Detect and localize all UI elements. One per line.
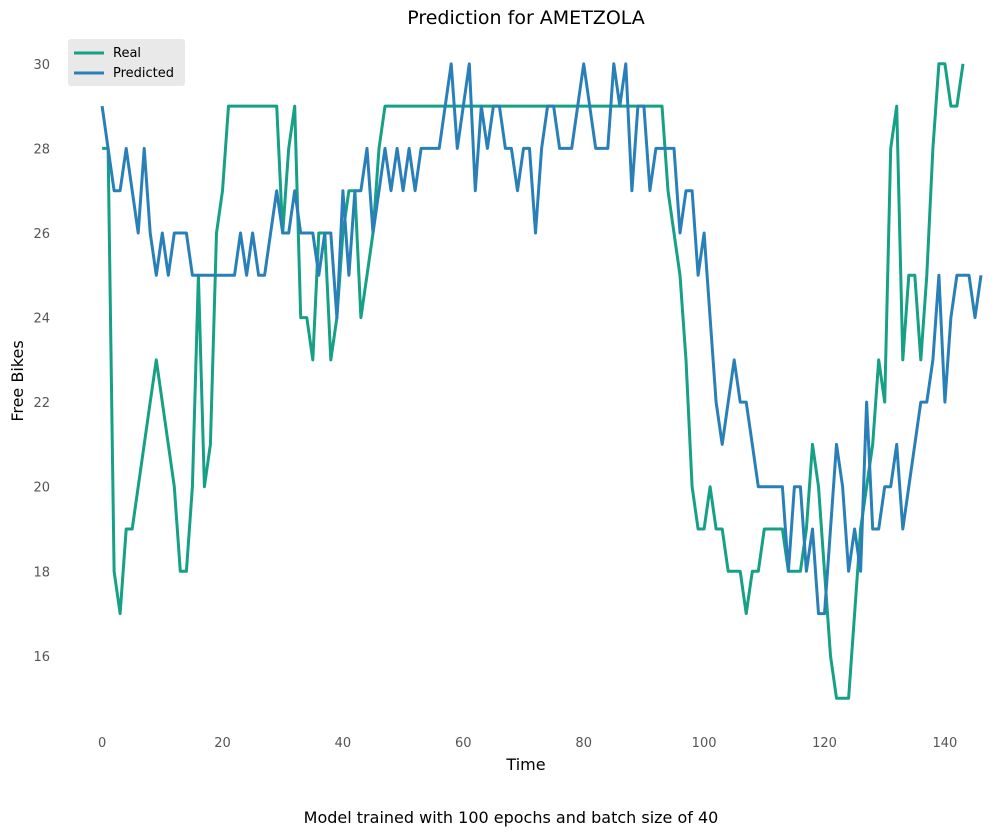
y-tick-label: 18 <box>33 565 50 580</box>
x-tick-label: 0 <box>98 736 106 751</box>
y-tick-label: 16 <box>33 650 50 665</box>
series-line-predicted <box>100 62 983 616</box>
y-tick-label: 28 <box>33 142 50 157</box>
x-tick-label: 120 <box>812 736 837 751</box>
plot-area <box>100 62 983 700</box>
legend: Real Predicted <box>68 39 185 86</box>
chart-title: Prediction for AMETZOLA <box>407 7 645 29</box>
x-tick-label: 140 <box>932 736 957 751</box>
legend-label-real: Real <box>113 46 141 61</box>
x-tick-label: 20 <box>214 736 231 751</box>
y-axis-label: Free Bikes <box>8 340 27 421</box>
y-tick-label: 22 <box>33 396 50 411</box>
y-axis-ticks: 16 18 20 22 24 26 28 30 <box>33 58 50 665</box>
x-tick-label: 100 <box>692 736 717 751</box>
legend-label-predicted: Predicted <box>113 66 174 81</box>
y-tick-label: 30 <box>33 58 50 73</box>
x-tick-label: 80 <box>575 736 592 751</box>
x-axis-ticks: 0 20 40 60 80 100 120 140 <box>98 736 957 751</box>
x-tick-label: 60 <box>455 736 472 751</box>
chart-caption: Model trained with 100 epochs and batch … <box>303 808 719 827</box>
y-tick-label: 26 <box>33 227 50 242</box>
y-tick-label: 24 <box>33 312 50 327</box>
x-tick-label: 40 <box>335 736 352 751</box>
y-tick-label: 20 <box>33 481 50 496</box>
series-line-real <box>102 62 965 700</box>
x-axis-label: Time <box>505 755 545 774</box>
